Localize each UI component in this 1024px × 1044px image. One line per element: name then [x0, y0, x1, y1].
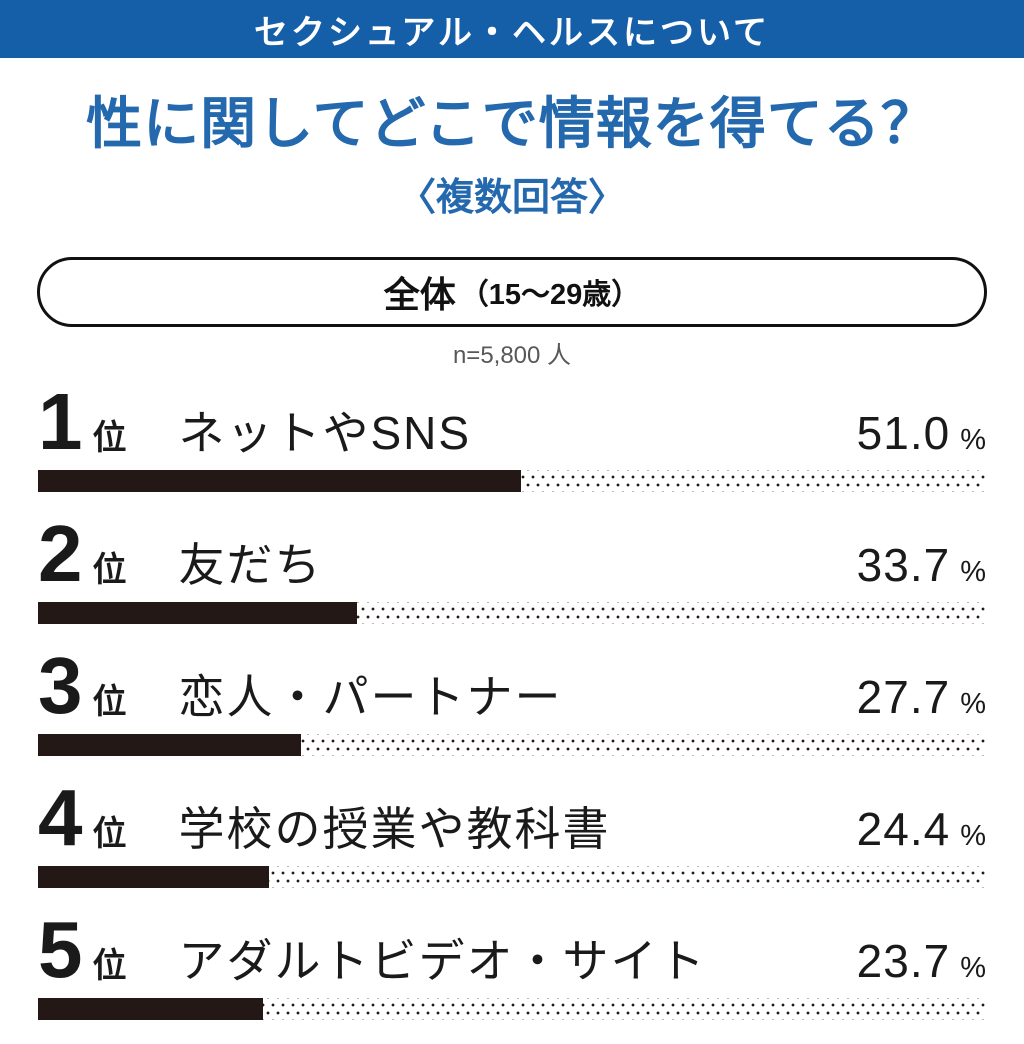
category-label: ネットやSNS — [178, 407, 472, 460]
bar-remainder-dots — [38, 866, 986, 889]
percent-unit: % — [960, 424, 986, 457]
group-pill-main: 全体 — [383, 274, 456, 316]
percent-unit: % — [960, 556, 986, 589]
group-pill: 全体 （15〜29歳） — [37, 257, 987, 328]
percent-value: 27.7 — [856, 671, 951, 724]
rank-number: 3 — [38, 641, 83, 731]
percent-value: 23.7 — [856, 935, 951, 988]
bar-track — [38, 470, 986, 493]
rank-number: 5 — [38, 905, 83, 995]
percent-value: 24.4 — [856, 803, 951, 856]
page-subtitle: 〈複数回答〉 — [397, 177, 626, 220]
ranking-row-header: 4 位 学校の授業や教科書 24.4 % — [38, 773, 986, 863]
group-pill-range: （15〜29歳） — [459, 279, 641, 312]
topic-banner-label: セクシュアル・ヘルスについて — [254, 13, 770, 52]
category-label: アダルトビデオ・サイト — [178, 935, 707, 988]
ranking-row: 2 位 友だち 33.7 % — [38, 509, 986, 648]
ranking-row-header: 1 位 ネットやSNS 51.0 % — [38, 377, 986, 467]
rank-number: 4 — [38, 773, 83, 863]
sample-size-label: n=5,800 人 — [452, 342, 572, 370]
rank-suffix: 位 — [92, 815, 127, 854]
ranking-row: 3 位 恋人・パートナー 27.7 % — [38, 641, 986, 780]
percent-unit: % — [960, 688, 986, 721]
bar-fill — [38, 998, 263, 1021]
category-label: 友だち — [178, 539, 323, 592]
ranking-row: 5 位 アダルトビデオ・サイト 23.7 % — [38, 905, 986, 1044]
ranking-row-header: 3 位 恋人・パートナー 27.7 % — [38, 641, 986, 731]
bar-track — [38, 998, 986, 1021]
rank-suffix: 位 — [92, 683, 127, 722]
bar-fill — [38, 470, 522, 493]
bar-remainder-dots — [38, 998, 986, 1021]
rank-suffix: 位 — [92, 551, 127, 590]
percent-unit: % — [960, 820, 986, 853]
category-label: 学校の授業や教科書 — [178, 803, 611, 856]
ranking-list: 1 位 ネットやSNS 51.0 % 2 位 友だち 33.7 % 3 位 恋人… — [38, 377, 986, 1044]
topic-banner: セクシュアル・ヘルスについて — [0, 0, 1024, 58]
rank-suffix: 位 — [92, 947, 127, 986]
bar-fill — [38, 602, 358, 625]
rank-number: 1 — [38, 377, 83, 467]
ranking-row-header: 2 位 友だち 33.7 % — [38, 509, 986, 599]
bar-track — [38, 602, 986, 625]
rank-number: 2 — [38, 509, 83, 599]
percent-value: 51.0 — [856, 407, 951, 460]
ranking-row: 4 位 学校の授業や教科書 24.4 % — [38, 773, 986, 912]
bar-track — [38, 734, 986, 757]
percent-value: 33.7 — [856, 539, 951, 592]
page-title: 性に関してどこで情報を得てる？ — [86, 92, 938, 155]
category-label: 恋人・パートナー — [178, 671, 563, 724]
ranking-row: 1 位 ネットやSNS 51.0 % — [38, 377, 986, 516]
bar-fill — [38, 734, 301, 757]
ranking-row-header: 5 位 アダルトビデオ・サイト 23.7 % — [38, 905, 986, 995]
percent-unit: % — [960, 952, 986, 985]
rank-suffix: 位 — [92, 419, 127, 458]
bar-track — [38, 866, 986, 889]
bar-fill — [38, 866, 270, 889]
